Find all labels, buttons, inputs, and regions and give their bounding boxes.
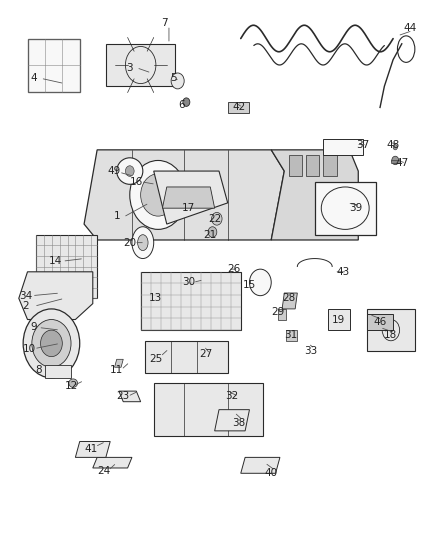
Text: 44: 44 [404, 23, 417, 33]
Text: 27: 27 [199, 349, 212, 359]
Polygon shape [162, 187, 215, 208]
Polygon shape [19, 272, 93, 319]
Polygon shape [278, 309, 286, 319]
Text: 31: 31 [284, 330, 297, 341]
Polygon shape [286, 330, 297, 341]
Ellipse shape [132, 227, 154, 259]
Bar [289, 155, 302, 176]
Text: 46: 46 [374, 317, 387, 327]
Text: 14: 14 [49, 256, 63, 266]
Bar [306, 155, 319, 176]
Text: 41: 41 [84, 445, 97, 455]
Ellipse shape [138, 235, 148, 251]
Text: 23: 23 [117, 391, 130, 401]
Text: 43: 43 [336, 267, 350, 277]
Text: 4: 4 [31, 73, 37, 83]
Text: 38: 38 [232, 418, 245, 428]
Polygon shape [154, 383, 262, 436]
Text: 8: 8 [35, 365, 42, 375]
Polygon shape [75, 441, 110, 457]
Text: 24: 24 [97, 466, 110, 475]
Text: 26: 26 [228, 264, 241, 274]
Text: 28: 28 [282, 293, 295, 303]
Text: 39: 39 [350, 203, 363, 213]
Text: 48: 48 [386, 140, 400, 150]
Text: 20: 20 [123, 238, 136, 248]
Bar [28, 38, 80, 92]
Text: 42: 42 [232, 102, 245, 112]
Text: 13: 13 [149, 293, 162, 303]
Ellipse shape [69, 379, 78, 387]
Text: 3: 3 [127, 63, 133, 72]
Ellipse shape [41, 330, 62, 357]
Text: 18: 18 [384, 330, 398, 341]
Text: 37: 37 [356, 140, 369, 150]
Polygon shape [93, 457, 132, 468]
Text: 32: 32 [226, 391, 239, 401]
Polygon shape [145, 341, 228, 373]
Ellipse shape [183, 98, 190, 107]
Text: 15: 15 [243, 280, 256, 290]
Polygon shape [328, 309, 350, 330]
Text: 10: 10 [23, 344, 36, 354]
Ellipse shape [208, 227, 217, 237]
Ellipse shape [171, 73, 184, 89]
Text: 11: 11 [110, 365, 124, 375]
Polygon shape [154, 171, 228, 224]
Polygon shape [36, 235, 97, 298]
Text: 7: 7 [161, 18, 168, 28]
Ellipse shape [125, 166, 134, 176]
Ellipse shape [212, 213, 222, 225]
Polygon shape [323, 139, 363, 155]
Polygon shape [367, 314, 393, 330]
Polygon shape [228, 102, 250, 113]
Ellipse shape [32, 319, 71, 367]
Ellipse shape [23, 309, 80, 378]
Text: 12: 12 [64, 381, 78, 391]
Ellipse shape [141, 174, 176, 216]
Bar [391, 160, 399, 163]
Polygon shape [115, 359, 123, 367]
Text: 22: 22 [208, 214, 221, 224]
Text: 49: 49 [108, 166, 121, 176]
Text: 29: 29 [271, 306, 284, 317]
Text: 2: 2 [22, 301, 28, 311]
Text: 17: 17 [182, 203, 195, 213]
Polygon shape [282, 293, 297, 309]
Text: 40: 40 [265, 469, 278, 478]
Text: 6: 6 [179, 100, 185, 110]
Polygon shape [106, 44, 176, 86]
Polygon shape [241, 457, 280, 473]
Ellipse shape [117, 158, 143, 184]
Text: 1: 1 [113, 211, 120, 221]
Ellipse shape [392, 156, 399, 165]
Bar [45, 365, 71, 378]
Text: 47: 47 [395, 158, 408, 168]
Polygon shape [84, 150, 284, 240]
Text: 34: 34 [19, 290, 32, 301]
Text: 9: 9 [31, 322, 37, 333]
Ellipse shape [393, 144, 397, 150]
Polygon shape [271, 150, 358, 240]
Text: 25: 25 [149, 354, 162, 364]
Text: 21: 21 [204, 230, 217, 240]
Ellipse shape [130, 160, 186, 229]
Text: 19: 19 [332, 314, 345, 325]
Text: 5: 5 [170, 73, 177, 83]
Text: 30: 30 [182, 277, 195, 287]
Bar [323, 155, 336, 176]
Polygon shape [367, 309, 415, 351]
Polygon shape [119, 391, 141, 402]
Polygon shape [141, 272, 241, 330]
Text: 16: 16 [130, 176, 143, 187]
Ellipse shape [250, 269, 271, 296]
Polygon shape [315, 182, 376, 235]
Text: 33: 33 [304, 346, 317, 357]
Polygon shape [215, 410, 250, 431]
